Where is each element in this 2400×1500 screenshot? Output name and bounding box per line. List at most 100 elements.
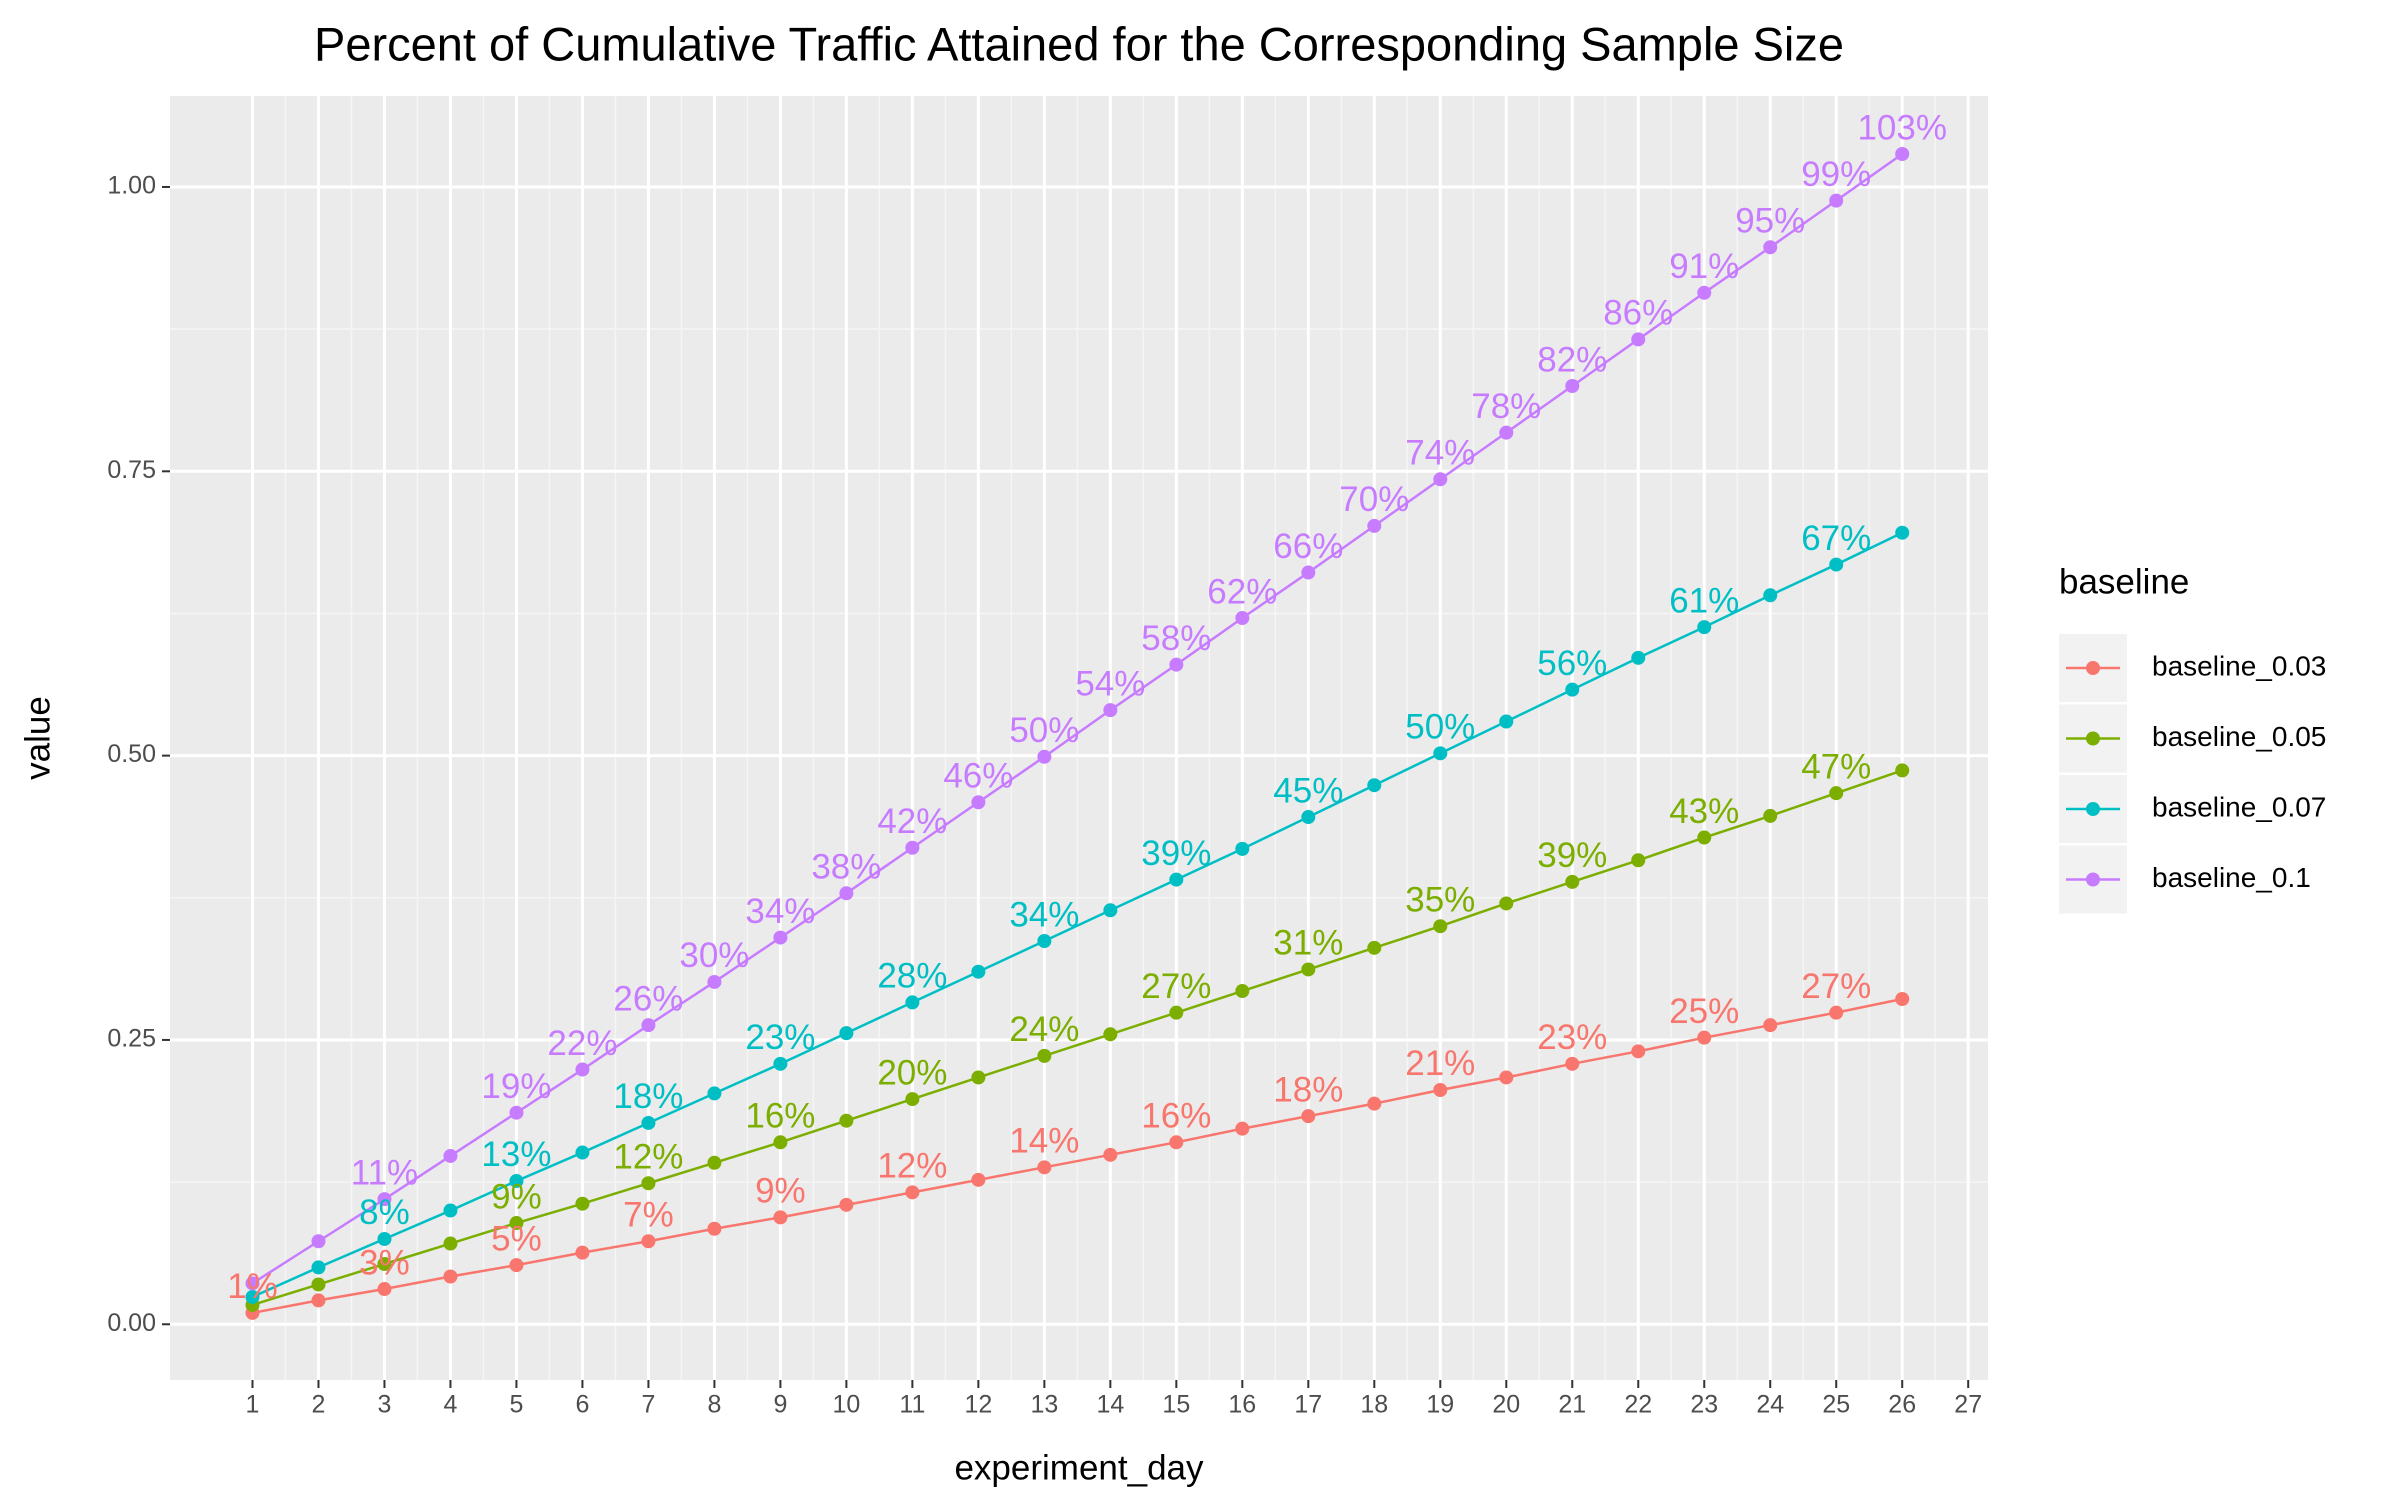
y-tick-label: 0.50 bbox=[107, 740, 156, 768]
point bbox=[839, 1113, 854, 1128]
point bbox=[971, 964, 986, 979]
point bbox=[1499, 714, 1514, 729]
point bbox=[377, 1192, 392, 1207]
data-label: 23% bbox=[1537, 1018, 1607, 1057]
legend: baseline_0.03 baseline_0.05 baseline_0.07b… bbox=[2059, 634, 2326, 914]
point bbox=[509, 1173, 524, 1188]
data-label: 30% bbox=[679, 936, 749, 975]
point bbox=[443, 1269, 458, 1284]
point bbox=[377, 1231, 392, 1246]
data-label: 103% bbox=[1857, 108, 1947, 147]
data-label: 66% bbox=[1273, 527, 1343, 566]
legend-swatch bbox=[2086, 802, 2100, 816]
data-label: 24% bbox=[1009, 1010, 1079, 1049]
point bbox=[1103, 1147, 1118, 1162]
data-label: 16% bbox=[1141, 1097, 1211, 1136]
data-label: 14% bbox=[1009, 1122, 1079, 1161]
data-label: 9% bbox=[755, 1172, 806, 1211]
point bbox=[1037, 1160, 1052, 1175]
data-label: 1% bbox=[227, 1267, 278, 1306]
data-label: 39% bbox=[1537, 836, 1607, 875]
point bbox=[1235, 984, 1250, 999]
point bbox=[905, 840, 920, 855]
point bbox=[1235, 841, 1250, 856]
data-label: 46% bbox=[943, 757, 1013, 796]
x-tick-label: 10 bbox=[832, 1391, 860, 1419]
x-tick-label: 26 bbox=[1888, 1391, 1916, 1419]
data-label: 18% bbox=[1273, 1070, 1343, 1109]
point bbox=[641, 1115, 656, 1130]
legend-label: baseline_0.03 bbox=[2152, 650, 2326, 681]
point bbox=[839, 886, 854, 901]
point bbox=[839, 1026, 854, 1041]
data-label: 11% bbox=[351, 1153, 418, 1192]
data-label: 42% bbox=[877, 802, 947, 841]
data-label: 86% bbox=[1603, 294, 1673, 333]
point bbox=[971, 1172, 986, 1187]
data-label: 34% bbox=[745, 892, 815, 931]
point bbox=[1037, 1048, 1052, 1063]
data-label: 22% bbox=[547, 1024, 617, 1063]
point bbox=[1895, 763, 1910, 778]
point bbox=[1565, 874, 1580, 889]
point bbox=[1631, 650, 1646, 665]
data-label: 27% bbox=[1801, 967, 1871, 1006]
data-label: 70% bbox=[1339, 480, 1409, 519]
point bbox=[1301, 962, 1316, 977]
data-label: 50% bbox=[1009, 711, 1079, 750]
data-label: 39% bbox=[1141, 834, 1211, 873]
x-tick-label: 6 bbox=[575, 1391, 589, 1419]
point bbox=[1697, 620, 1712, 635]
x-tick-label: 2 bbox=[312, 1391, 326, 1419]
point bbox=[1499, 1070, 1514, 1085]
x-tick-label: 12 bbox=[964, 1391, 992, 1419]
point bbox=[1367, 940, 1382, 955]
data-label: 12% bbox=[877, 1147, 947, 1186]
panel bbox=[170, 96, 1988, 1380]
data-label: 35% bbox=[1405, 880, 1475, 919]
plot: 1% 3% 5% 7% 9% 12% 14% 16% 18% 21% 23% 25% 27% 9% 12% 1… bbox=[227, 108, 1947, 1320]
data-label: 58% bbox=[1141, 619, 1211, 658]
point bbox=[1565, 1056, 1580, 1071]
data-label: 13% bbox=[481, 1135, 551, 1174]
point bbox=[1301, 565, 1316, 580]
legend-swatch bbox=[2086, 731, 2100, 746]
point bbox=[1763, 588, 1778, 603]
legend-label: baseline_0.05 bbox=[2152, 721, 2326, 752]
point bbox=[1631, 853, 1646, 868]
point bbox=[509, 1258, 524, 1273]
point bbox=[311, 1260, 326, 1275]
point bbox=[575, 1196, 590, 1211]
point bbox=[839, 1197, 854, 1212]
legend-swatch bbox=[2086, 872, 2100, 887]
point bbox=[905, 1185, 920, 1200]
point bbox=[1037, 749, 1052, 764]
point bbox=[377, 1256, 392, 1271]
data-label: 26% bbox=[613, 979, 683, 1018]
data-label: 62% bbox=[1207, 572, 1277, 611]
point bbox=[575, 1062, 590, 1077]
data-label: 54% bbox=[1075, 664, 1145, 703]
x-tick-label: 24 bbox=[1756, 1391, 1784, 1419]
data-label: 8% bbox=[359, 1193, 410, 1232]
point bbox=[575, 1145, 590, 1160]
y-tick-label: 0.25 bbox=[107, 1025, 156, 1053]
x-tick-label: 21 bbox=[1558, 1391, 1586, 1419]
data-label: 43% bbox=[1669, 792, 1739, 831]
point bbox=[1763, 240, 1778, 255]
point bbox=[1763, 1018, 1778, 1033]
x-tick-label: 20 bbox=[1492, 1391, 1520, 1419]
data-label: 23% bbox=[745, 1018, 815, 1057]
point bbox=[1433, 919, 1448, 934]
point bbox=[773, 1056, 788, 1071]
point bbox=[641, 1018, 656, 1033]
data-label: 21% bbox=[1405, 1044, 1475, 1083]
legend-swatch bbox=[2086, 661, 2100, 675]
data-label: 25% bbox=[1669, 992, 1739, 1031]
data-label: 27% bbox=[1141, 967, 1211, 1006]
point bbox=[1829, 786, 1844, 801]
point bbox=[443, 1203, 458, 1218]
point bbox=[1169, 872, 1184, 887]
point bbox=[1433, 746, 1448, 761]
data-label: 34% bbox=[1009, 895, 1079, 934]
